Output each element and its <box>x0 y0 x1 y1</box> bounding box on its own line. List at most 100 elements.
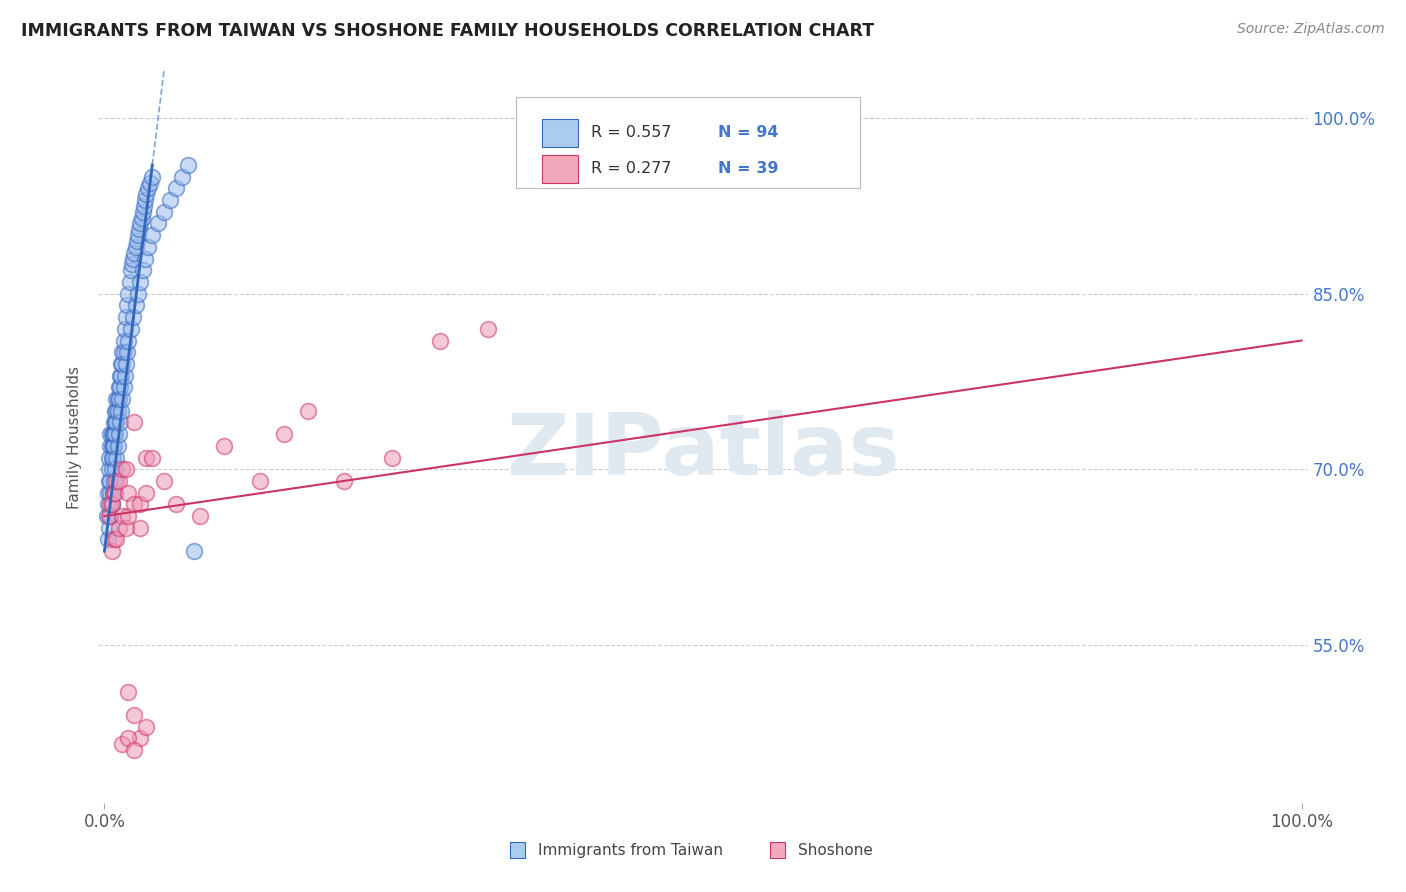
Point <box>124 708 146 723</box>
Point <box>104 462 127 476</box>
Point <box>101 427 124 442</box>
Point <box>100 497 122 511</box>
Point <box>100 509 122 524</box>
Point <box>212 439 235 453</box>
Point <box>148 217 170 231</box>
Point <box>112 334 135 348</box>
Point <box>124 416 146 430</box>
Point <box>134 193 156 207</box>
Point <box>188 509 211 524</box>
Point <box>477 322 499 336</box>
Point <box>124 497 146 511</box>
Point <box>114 368 136 383</box>
Point <box>125 234 148 248</box>
Point <box>110 368 132 383</box>
Point <box>101 439 124 453</box>
Point <box>131 211 153 225</box>
Point <box>104 416 127 430</box>
Point <box>98 462 121 476</box>
Point <box>101 485 124 500</box>
Y-axis label: Family Households: Family Households <box>67 366 83 508</box>
Point <box>117 731 139 746</box>
Point <box>118 275 141 289</box>
Point <box>141 169 163 184</box>
Bar <box>769 842 786 858</box>
Text: N = 94: N = 94 <box>717 125 778 140</box>
Text: Immigrants from Taiwan: Immigrants from Taiwan <box>537 843 723 858</box>
Point <box>297 403 319 417</box>
Point <box>115 298 138 312</box>
Point <box>153 204 176 219</box>
Text: R = 0.557: R = 0.557 <box>591 125 671 140</box>
Point <box>129 731 152 746</box>
Point <box>117 485 139 500</box>
Point <box>141 450 163 465</box>
Text: IMMIGRANTS FROM TAIWAN VS SHOSHONE FAMILY HOUSEHOLDS CORRELATION CHART: IMMIGRANTS FROM TAIWAN VS SHOSHONE FAMIL… <box>21 22 875 40</box>
Point <box>132 204 155 219</box>
Point <box>117 286 139 301</box>
Point <box>111 509 134 524</box>
Point <box>98 521 121 535</box>
Text: ZIPatlas: ZIPatlas <box>506 410 900 493</box>
Point <box>107 392 129 406</box>
Point <box>96 509 118 524</box>
Point <box>108 380 131 394</box>
Point <box>107 380 129 394</box>
Point <box>107 427 129 442</box>
Point <box>110 357 132 371</box>
Point <box>115 345 138 359</box>
Point <box>111 392 134 406</box>
Point <box>124 298 146 312</box>
Point <box>103 439 125 453</box>
Point <box>105 533 128 547</box>
Point <box>100 439 122 453</box>
Point <box>107 392 129 406</box>
Point <box>129 521 152 535</box>
Point <box>114 322 136 336</box>
Text: R = 0.277: R = 0.277 <box>591 161 671 177</box>
Point <box>111 737 134 751</box>
Point <box>98 474 121 488</box>
Point <box>120 263 142 277</box>
Point <box>172 169 194 184</box>
Point <box>105 392 128 406</box>
Point <box>132 199 155 213</box>
Point <box>107 403 129 417</box>
Point <box>135 450 157 465</box>
Point <box>100 462 122 476</box>
Point <box>121 257 143 271</box>
Point <box>117 684 139 698</box>
Point <box>177 158 200 172</box>
Point <box>107 474 129 488</box>
Point <box>97 497 120 511</box>
Point <box>100 485 122 500</box>
Point <box>103 427 125 442</box>
Point <box>104 427 127 442</box>
Point <box>122 252 145 266</box>
Bar <box>543 155 578 183</box>
Point <box>124 240 146 254</box>
Point <box>128 222 150 236</box>
FancyBboxPatch shape <box>516 97 860 188</box>
Point <box>153 474 176 488</box>
Point <box>111 345 134 359</box>
Point <box>117 334 139 348</box>
Point <box>249 474 271 488</box>
Bar <box>509 842 526 858</box>
Point <box>381 450 404 465</box>
Point <box>105 403 128 417</box>
Point <box>273 427 295 442</box>
Point <box>107 439 129 453</box>
Point <box>429 334 451 348</box>
Text: Source: ZipAtlas.com: Source: ZipAtlas.com <box>1237 22 1385 37</box>
Point <box>136 181 159 195</box>
Point <box>103 485 125 500</box>
Point <box>110 403 132 417</box>
Point <box>124 743 146 757</box>
Point <box>100 474 122 488</box>
Point <box>124 245 146 260</box>
Point <box>100 427 122 442</box>
Point <box>103 533 125 547</box>
Point <box>108 416 131 430</box>
Point <box>105 474 128 488</box>
